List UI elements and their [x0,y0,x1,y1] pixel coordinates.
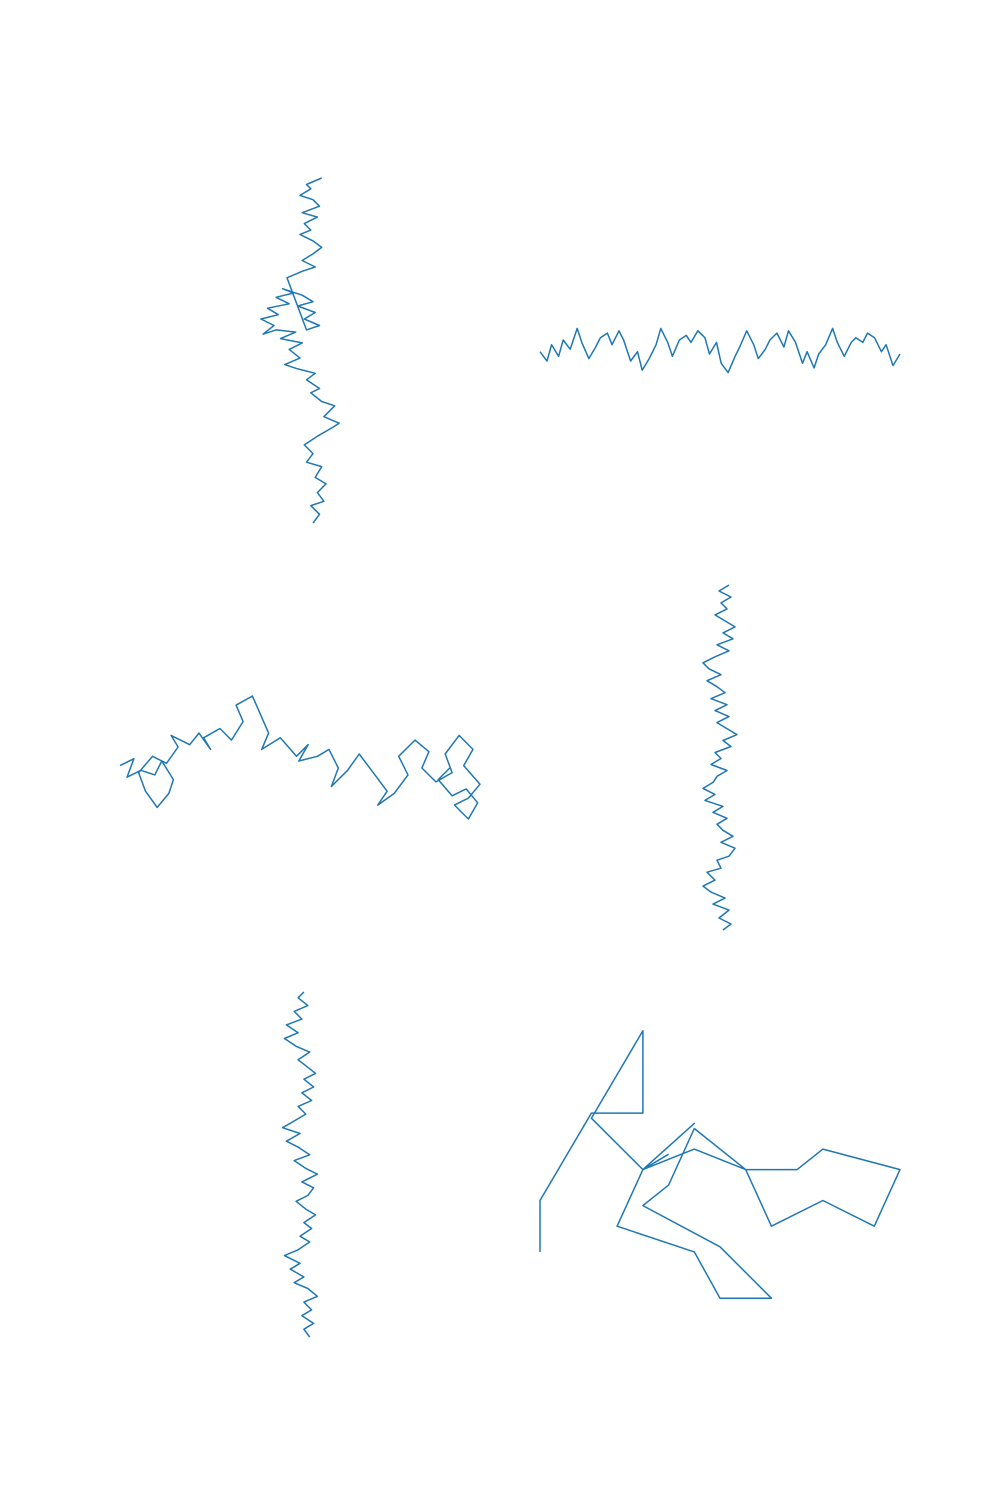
subplot-3 [119,585,481,930]
subplot-1 [120,177,480,524]
subplot-1-series-line [260,177,340,524]
subplot-3-series-line [119,695,481,820]
subplot-6 [539,992,901,1337]
subplot-2-series-line [539,327,901,374]
subplot-2-plot-area [539,327,901,374]
subplot-6-series-line [539,1030,901,1299]
subplot-5-series-line [281,991,319,1338]
subplot-6-plot-area [539,1030,901,1299]
subplot-4-series-line [702,584,738,931]
subplot-5 [120,991,480,1338]
subplot-5-plot-area [281,991,319,1338]
subplot-1-plot-area [260,177,340,524]
subplot-2 [539,178,901,523]
subplot-4-plot-area [702,584,738,931]
subplot-4 [540,584,900,931]
subplot-3-plot-area [119,695,481,820]
